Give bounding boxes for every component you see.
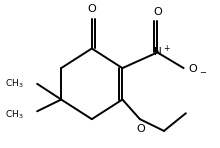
Text: CH$_3$: CH$_3$ [6,109,24,122]
Text: O: O [189,64,197,74]
Text: N: N [154,47,161,57]
Text: −: − [199,68,206,77]
Text: O: O [153,7,162,17]
Text: +: + [163,44,170,53]
Text: O: O [137,124,145,134]
Text: O: O [87,4,96,14]
Text: CH$_3$: CH$_3$ [6,78,24,90]
